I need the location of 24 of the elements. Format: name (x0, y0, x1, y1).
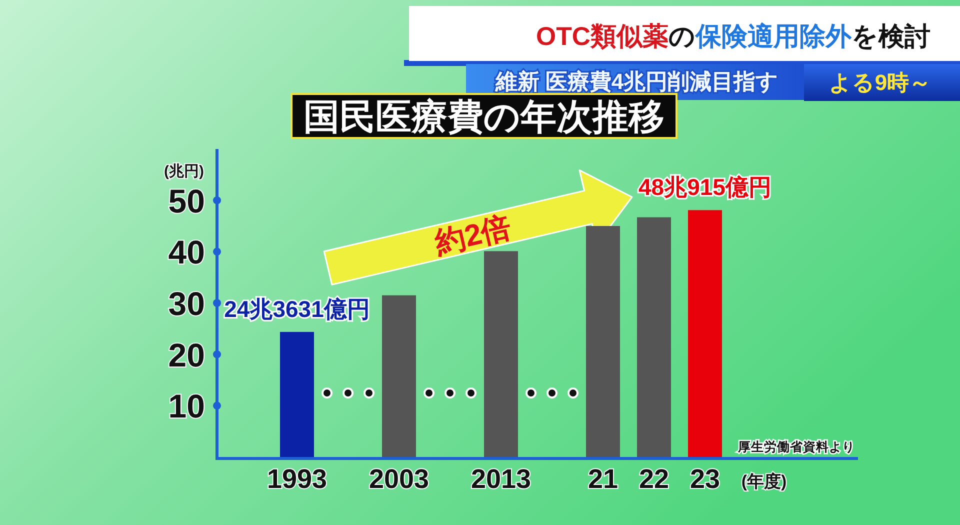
data-label: 24兆3631億円 (224, 296, 370, 322)
y-tick-label: 30 (168, 285, 205, 322)
text: の (668, 23, 696, 51)
text: OTC類似薬 (536, 22, 668, 51)
y-tick-label: 40 (168, 234, 205, 271)
text: 保険適用除外 (694, 22, 852, 51)
x-tick-label: 1993 (266, 464, 328, 494)
x-tick-label: 2003 (368, 464, 430, 494)
y-tick-label: 50 (168, 182, 205, 220)
y-tick-label: 10 (168, 388, 205, 425)
y-tick-label: 20 (168, 336, 205, 374)
data-label: 48兆915億円 (638, 174, 772, 200)
y-axis-title: (兆円) (164, 163, 204, 180)
chart-title: 国民医療費の年次推移 (304, 96, 664, 137)
text: よる9時～ (828, 70, 932, 95)
x-tick-label: 2013 (470, 464, 532, 494)
annotation: 厚生労働省資料より (737, 439, 855, 454)
text: 維新 医療費4兆円削減目指す (494, 69, 779, 94)
text: を検討 (852, 22, 930, 51)
x-axis-title: (年度) (741, 472, 787, 491)
x-tick-label: 22 (638, 464, 670, 494)
x-tick-label: 21 (588, 464, 618, 494)
x-tick-label: 23 (690, 464, 720, 494)
annotation: 約2倍 (431, 210, 514, 261)
